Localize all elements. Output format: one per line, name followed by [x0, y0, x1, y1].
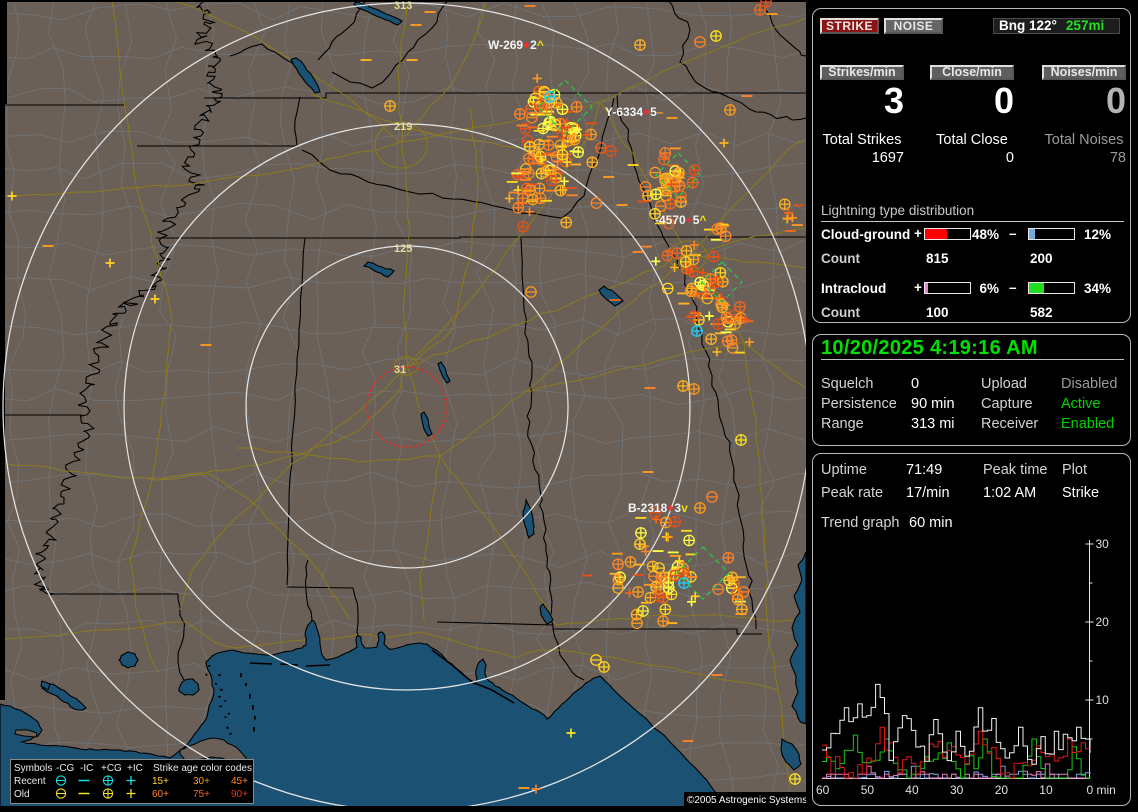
svg-text:30+: 30+ [193, 776, 210, 787]
svg-text:40: 40 [905, 783, 919, 797]
svg-text:Strike age color codes: Strike age color codes [153, 763, 252, 774]
svg-text:W-269+2^: W-269+2^ [488, 38, 544, 52]
svg-text:313: 313 [394, 0, 412, 12]
svg-text:219: 219 [394, 121, 412, 133]
svg-text:+CG: +CG [101, 763, 122, 774]
svg-text:Y-6334+5–: Y-6334+5– [605, 105, 664, 119]
svg-text:Old: Old [14, 789, 30, 800]
svg-text:+IC: +IC [127, 763, 143, 774]
svg-text:10: 10 [1039, 783, 1053, 797]
svg-text:75+: 75+ [193, 789, 210, 800]
svg-text:50: 50 [861, 783, 875, 797]
svg-text:Symbols: Symbols [14, 763, 52, 774]
svg-text:31: 31 [394, 364, 406, 376]
svg-text:45+: 45+ [231, 776, 248, 787]
svg-text:0 min: 0 min [1087, 783, 1116, 797]
svg-text:Recent: Recent [14, 776, 46, 787]
svg-text:30: 30 [1096, 537, 1110, 551]
svg-text:30: 30 [950, 783, 964, 797]
svg-text:©2005 Astrogenic Systems: ©2005 Astrogenic Systems [687, 795, 806, 806]
svg-text:20: 20 [1096, 615, 1110, 629]
svg-text:90+: 90+ [231, 789, 248, 800]
svg-text:B-2318+3v: B-2318+3v [628, 501, 688, 515]
svg-text:-IC: -IC [80, 763, 93, 774]
svg-text:-CG: -CG [56, 763, 75, 774]
svg-text:60+: 60+ [152, 789, 169, 800]
svg-text:15+: 15+ [152, 776, 169, 787]
svg-text:10: 10 [1096, 693, 1110, 707]
svg-text:60: 60 [816, 783, 830, 797]
svg-text:20: 20 [995, 783, 1009, 797]
svg-text:125: 125 [394, 243, 412, 255]
svg-text:-4570+5^: -4570+5^ [655, 213, 706, 227]
